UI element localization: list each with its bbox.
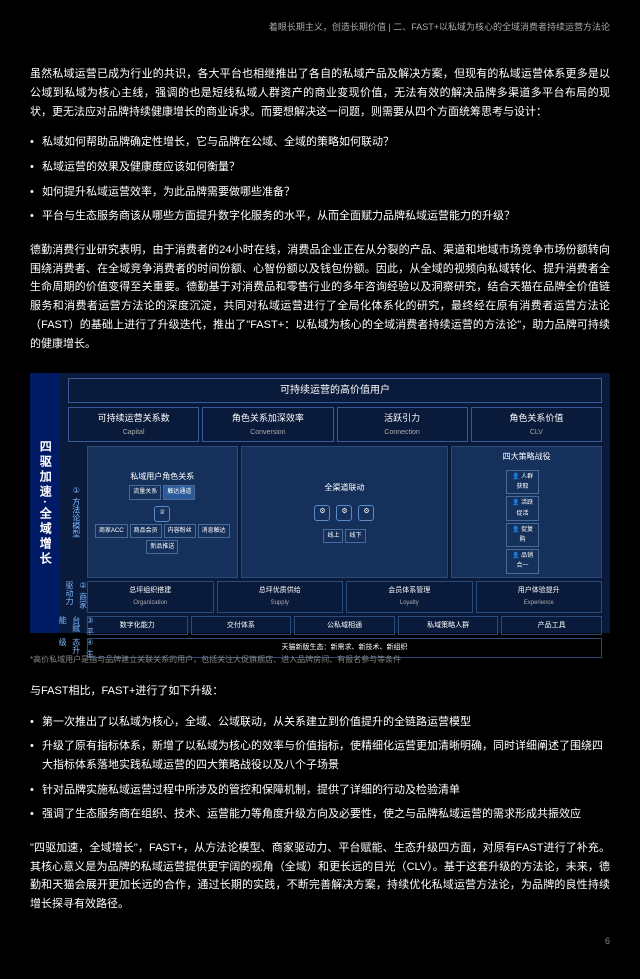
list-item: 针对品牌实施私域运营过程中所涉及的管控和保障机制，提供了详细的行动及检验清单 <box>30 781 610 800</box>
driver-row: ② 商家驱动力 总坪组织搭建Organization 总坪优质供给Supply … <box>68 581 602 613</box>
list-item: 如何提升私域运营效率，为此品牌需要做哪些准备？ <box>30 183 610 202</box>
row-label: ② 商家驱动力 <box>68 581 84 613</box>
body-para-4: "四驱加速，全域增长"，FAST+，从方法论模型、商家驱动力、平台赋能、生态升级… <box>30 839 610 914</box>
person-icon: 👤 <box>512 553 519 559</box>
intro-para: 虽然私域运营已成为行业的共识，各大平台也相继推出了各自的私域产品及解决方案，但现… <box>30 65 610 121</box>
person-icon: 👤 <box>512 500 519 506</box>
list-item: 私域运营的效果及健康度应该如何衡量？ <box>30 158 610 177</box>
gear-icon: ⚙ <box>358 505 374 521</box>
person-icon: 👤 <box>512 474 519 480</box>
pillar: 可持续运营关系数Capital <box>68 407 199 442</box>
list-item: 第一次推出了以私域为核心，全域、公域联动，从关系建立到价值提升的全链路运营模型 <box>30 713 610 732</box>
pillar: 活跃引力Connection <box>337 407 468 442</box>
cell: 产品工具 <box>501 616 602 636</box>
cell: 会员体系管理Loyalty <box>346 581 473 613</box>
page-number: 6 <box>30 934 610 949</box>
panel-3: 四大策略战役 👤 人群获取 👤 活跃促活 👤 促复购 👤 品销合一 <box>451 446 602 577</box>
cell: 用户体验提升Experience <box>476 581 603 613</box>
list-item: 平台与生态服务商该从哪些方面提升数字化服务的水平，从而全面赋力品牌私域运营能力的… <box>30 207 610 226</box>
gear-icon: ⚙ <box>314 505 330 521</box>
upgrades-list: 第一次推出了以私域为核心，全域、公域联动，从关系建立到价值提升的全链路运营模型 … <box>30 713 610 824</box>
crown-icon: ♕ <box>154 506 170 522</box>
page-header: 着眼长期主义，创造长期价值 | 二、FAST+以私域为核心的全域消费者持续运营方… <box>30 20 610 35</box>
platform-row: ③ 平台赋能 数字化能力 交付体系 公私域相通 私域策略人群 产品工具 <box>68 616 602 636</box>
list-item: 私域如何帮助品牌确定性增长，它与品牌在公域、全域的策略如何联动？ <box>30 133 610 152</box>
body-para-3: 与FAST相比，FAST+进行了如下升级： <box>30 682 610 701</box>
cell: 公私域相通 <box>294 616 395 636</box>
gear-icon: ⚙ <box>336 505 352 521</box>
panel-1: 私域用户角色关系 流量关系 触达通道 ♕ 商家ACC 商品会员 内容粉丝 消息触… <box>87 446 238 577</box>
panel-2: 全渠道联动 ⚙ ⚙ ⚙ 线上线下 <box>241 446 449 577</box>
row-label: ① 方法论模型 <box>68 446 84 577</box>
framework-diagram: 四驱加速·全域增长 可持续运营的高价值用户 可持续运营关系数Capital 角色… <box>30 373 610 633</box>
person-icon: 👤 <box>512 527 519 533</box>
cell: 私域策略人群 <box>398 616 499 636</box>
pillars-row: 可持续运营关系数Capital 角色关系加深效率Conversion 活跃引力C… <box>68 407 602 442</box>
cell: 交付体系 <box>191 616 292 636</box>
questions-list: 私域如何帮助品牌确定性增长，它与品牌在公域、全域的策略如何联动？ 私域运营的效果… <box>30 133 610 226</box>
pillar: 角色关系加深效率Conversion <box>202 407 333 442</box>
list-item: 升级了原有指标体系，新增了以私域为核心的效率与价值指标，使精细化运营更加清晰明确… <box>30 737 610 774</box>
cell: 数字化能力 <box>87 616 188 636</box>
cell: 总坪优质供给Supply <box>217 581 344 613</box>
side-label: 四驱加速·全域增长 <box>30 373 60 633</box>
list-item: 强调了生态服务商在组织、技术、运营能力等角度升级方向及必要性，使之与品牌私域运营… <box>30 805 610 824</box>
cell: 总坪组织搭建Organization <box>87 581 214 613</box>
row-label: ③ 平台赋能 <box>68 616 84 636</box>
pillar: 角色关系价值CLV <box>471 407 602 442</box>
body-para-2: 德勤消费行业研究表明，由于消费者的24小时在线，消费品企业正在从分裂的产品、渠道… <box>30 241 610 353</box>
top-banner: 可持续运营的高价值用户 <box>68 378 602 403</box>
model-row: ① 方法论模型 私域用户角色关系 流量关系 触达通道 ♕ 商家ACC 商品会员 … <box>68 446 602 577</box>
